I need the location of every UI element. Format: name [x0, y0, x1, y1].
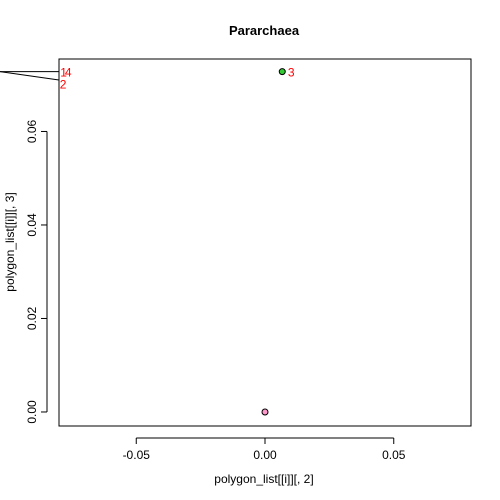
plot-frame — [58, 58, 472, 427]
point-label: 2 — [60, 78, 67, 92]
y-axis-label: polygon_list[[i]][, 3] — [3, 192, 17, 291]
data-point — [278, 68, 286, 76]
data-point — [261, 408, 269, 416]
x-tick-label: 0.05 — [382, 448, 406, 462]
plot-area: 142 3 — [0, 58, 472, 427]
x-tick-label: 0.00 — [253, 448, 277, 462]
x-tick-label: -0.05 — [123, 448, 151, 462]
y-tick-label: 0.06 — [25, 119, 39, 143]
y-tick-label: 0.02 — [25, 306, 39, 330]
x-axis-label: polygon_list[[i]][, 2] — [214, 472, 313, 486]
point-label: 4 — [65, 66, 72, 80]
y-tick-label: 0.00 — [25, 400, 39, 424]
y-axis: 0.00 0.02 0.04 0.06 — [25, 119, 48, 424]
segment-line — [0, 71, 60, 81]
chart-title: Pararchaea — [229, 23, 300, 38]
x-axis: -0.05 0.00 0.05 — [123, 437, 406, 462]
point-label: 3 — [288, 66, 295, 80]
y-tick-label: 0.04 — [25, 213, 39, 237]
point-label: 1 — [60, 66, 67, 80]
